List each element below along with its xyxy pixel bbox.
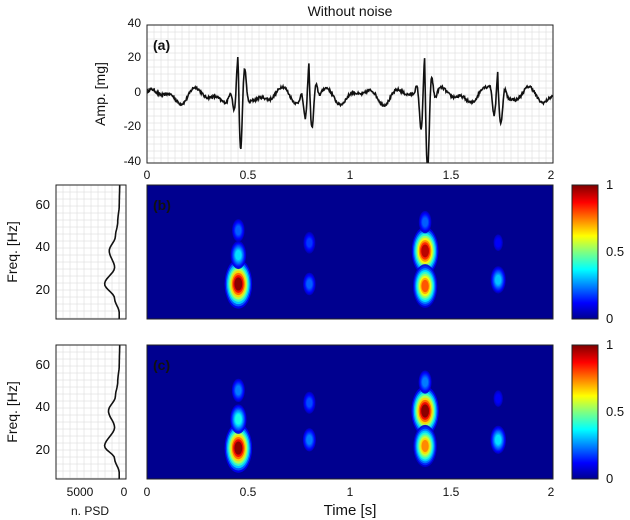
- spectral-blob: [234, 441, 243, 455]
- panel-a-frame: [146, 24, 554, 164]
- y-tick-c-0: 60: [36, 357, 50, 372]
- spectral-blob: [235, 250, 242, 261]
- y-tick-a-0: 40: [128, 16, 142, 30]
- colorbar-b-tick-2: 0: [606, 311, 613, 326]
- y-tick-b-2: 20: [36, 282, 50, 297]
- psd-b-frame: [55, 184, 127, 320]
- spectrogram-c-blobs: [224, 370, 506, 473]
- panel-b-label: (b): [153, 197, 171, 213]
- panel-c-label: (c): [153, 357, 170, 373]
- colorbar-c-tick-0: 1: [606, 337, 613, 352]
- y-axis-label-b: Freq. [Hz]: [4, 221, 20, 282]
- figure-title: Without noise: [308, 3, 393, 19]
- psd-tick-0: 5000: [67, 485, 94, 499]
- spectrogram-c-frame: [146, 344, 554, 480]
- y-tick-c-1: 40: [36, 399, 50, 414]
- colorbar-b-tick-0: 1: [606, 177, 613, 192]
- panel-c: 60 40 20 Freq. [Hz] (c) 1 0.5 0 0 0.5 1 …: [4, 337, 624, 519]
- colorbar-c-tick-1: 0.5: [606, 404, 624, 419]
- panel-a-grid: [147, 25, 553, 163]
- y-tick-a-1: 20: [128, 50, 142, 64]
- signal-line: [147, 56, 553, 163]
- spectral-blob: [421, 404, 430, 418]
- x-tick-a-1: 0.5: [240, 168, 257, 182]
- panel-b: 60 40 20 Freq. [Hz] (b) 1 0.5 0: [4, 177, 624, 326]
- spectral-blob: [421, 440, 429, 453]
- spectral-blob: [422, 217, 429, 227]
- x-tick-a-4: 2: [548, 168, 555, 182]
- spectral-blob: [306, 238, 313, 248]
- psd-b-grid: [56, 185, 126, 319]
- colorbar-c-tick-2: 0: [606, 471, 613, 486]
- panel-a-label: (a): [153, 37, 170, 53]
- x-tick-a-2: 1: [347, 168, 354, 182]
- spectral-blob: [421, 244, 429, 258]
- y-tick-a-2: 0: [134, 85, 141, 99]
- x-tick-a-0: 0: [144, 168, 151, 182]
- spectrogram-c-background: [147, 345, 553, 479]
- x-tick-c-4: 2: [548, 485, 555, 499]
- x-tick-c-1: 0.5: [240, 485, 257, 499]
- spectrogram-b-background: [147, 185, 553, 319]
- psd-c-frame: [55, 344, 127, 480]
- y-tick-b-0: 60: [36, 197, 50, 212]
- y-tick-c-2: 20: [36, 442, 50, 457]
- colorbar-b: [571, 184, 599, 320]
- spectral-blob: [495, 434, 502, 445]
- spectral-blob: [234, 277, 243, 291]
- spectral-blob: [306, 279, 313, 289]
- spectral-blob: [235, 385, 242, 396]
- spectral-blob: [495, 238, 501, 248]
- psd-b-line: [103, 185, 121, 319]
- spectral-blob: [495, 274, 502, 285]
- y-tick-b-1: 40: [36, 239, 50, 254]
- spectral-blob: [421, 279, 429, 293]
- panel-a: (a) 40 20 0 -20 -40 Amp. [mg] 0 0.5 1 1.…: [92, 16, 555, 182]
- y-axis-label-a: Amp. [mg]: [92, 62, 108, 126]
- x-tick-c-3: 1.5: [443, 485, 460, 499]
- colorbar-c: [571, 344, 599, 480]
- spectrogram-b-frame: [146, 184, 554, 320]
- y-axis-label-c: Freq. [Hz]: [4, 381, 20, 442]
- x-tick-c-0: 0: [144, 485, 151, 499]
- y-tick-a-4: -40: [124, 154, 142, 168]
- spectral-blob: [495, 394, 501, 404]
- y-tick-a-3: -20: [124, 119, 142, 133]
- spectral-blob: [306, 435, 313, 445]
- spectrogram-b-blobs: [224, 210, 506, 309]
- spectral-blob: [235, 225, 242, 236]
- spectral-blob: [306, 398, 313, 408]
- spectral-blob: [422, 377, 429, 387]
- spectral-blob: [235, 414, 242, 425]
- psd-c-line: [103, 345, 121, 479]
- psd-tick-1: 0: [121, 485, 128, 499]
- colorbar-b-tick-1: 0.5: [606, 244, 624, 259]
- psd-axis-label: n. PSD: [71, 504, 109, 518]
- x-tick-a-3: 1.5: [443, 168, 460, 182]
- x-tick-c-2: 1: [347, 485, 354, 499]
- x-axis-label: Time [s]: [324, 502, 377, 519]
